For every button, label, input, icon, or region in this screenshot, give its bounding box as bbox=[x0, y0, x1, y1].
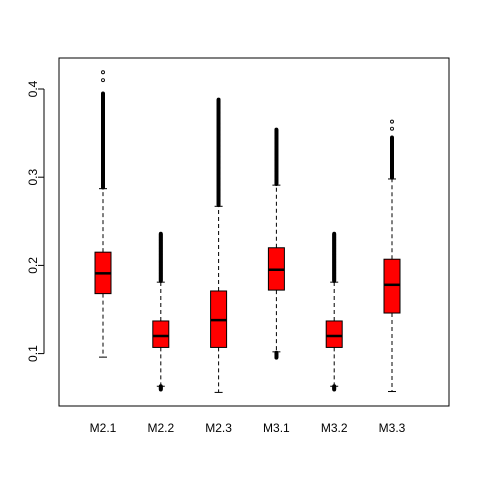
outlier-point-high bbox=[390, 119, 394, 124]
outlier-point-high bbox=[101, 78, 105, 83]
x-tick-label: M2.2 bbox=[147, 421, 174, 435]
y-tick-label: 0.2 bbox=[26, 257, 40, 274]
outlier-point-low bbox=[158, 387, 163, 392]
outlier-point-high bbox=[274, 182, 279, 186]
x-axis: M2.1 M2.2 M2.3 M3.1 M3.2 M3.3 bbox=[90, 421, 406, 435]
box-M2-3 bbox=[210, 97, 228, 393]
x-tick-label: M3.3 bbox=[379, 421, 406, 435]
box-M3-3 bbox=[383, 119, 401, 393]
x-tick-label: M2.1 bbox=[90, 421, 117, 435]
box-iqr bbox=[325, 320, 343, 348]
outlier-point-high bbox=[332, 278, 337, 283]
y-tick-label: 0.1 bbox=[26, 345, 40, 362]
y-tick-label: 0.3 bbox=[26, 169, 40, 186]
x-tick-label: M3.2 bbox=[321, 421, 348, 435]
box-M3-2 bbox=[325, 231, 343, 392]
outlier-point-high bbox=[158, 278, 163, 283]
plot-frame bbox=[58, 57, 450, 407]
boxplot-marks bbox=[94, 70, 401, 393]
box-M3-1 bbox=[267, 127, 285, 360]
outlier-point-high bbox=[390, 175, 394, 180]
x-tick-label: M2.3 bbox=[205, 421, 232, 435]
outlier-point-low bbox=[332, 387, 337, 392]
box-iqr bbox=[152, 320, 170, 348]
x-tick-label: M3.1 bbox=[263, 421, 290, 435]
outlier-point-high bbox=[390, 126, 394, 131]
outlier-point-high bbox=[101, 185, 105, 190]
outlier-point-low bbox=[274, 355, 279, 360]
y-tick-label: 0.4 bbox=[26, 80, 40, 97]
box-M2-2 bbox=[152, 231, 170, 392]
outlier-point-high bbox=[101, 70, 105, 75]
box-iqr bbox=[383, 258, 401, 314]
y-axis: 0.1 0.2 0.3 0.4 bbox=[26, 80, 45, 362]
outlier-point-high bbox=[216, 203, 221, 208]
box-M2-1 bbox=[94, 70, 112, 358]
